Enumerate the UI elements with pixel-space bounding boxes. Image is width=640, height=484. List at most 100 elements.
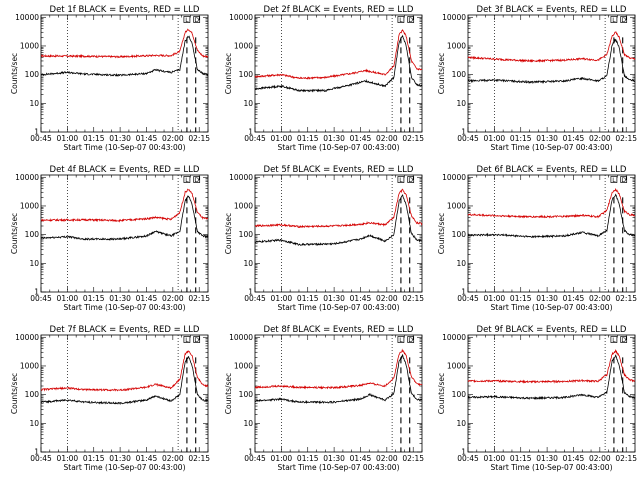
interval-marker-label: L [185, 177, 189, 184]
x-tick-label: 01:15 [510, 454, 532, 463]
x-tick-label: 01:30 [536, 134, 558, 143]
detector-plot: Det 8f BLACK = Events, RED = LLD 1 10 100 10… [224, 325, 424, 472]
detector-plot: Det 3f BLACK = Events, RED = LLD 1 10 100 10… [437, 5, 637, 152]
x-tick-label: 01:30 [536, 454, 558, 463]
plot-title: Det 9f BLACK = Events, RED = LLD [477, 325, 627, 335]
y-tick-label: 1 [34, 288, 39, 297]
detector-plot: Det 2f BLACK = Events, RED = LLD 1 10 100 10… [224, 5, 424, 152]
interval-marker [620, 176, 628, 183]
series-line-events [467, 38, 636, 85]
interval-marker [620, 336, 628, 343]
interval-marker-label: L [399, 17, 403, 24]
interval-marker-label: D [408, 17, 413, 24]
x-tick-label: 01:45 [563, 134, 585, 143]
plot-title: Det 5f BLACK = Events, RED = LLD [264, 165, 414, 175]
x-tick-label: 01:00 [271, 134, 293, 143]
x-tick-label: 01:15 [297, 454, 319, 463]
plot-title: Det 6f BLACK = Events, RED = LLD [477, 165, 627, 175]
x-tick-label: 01:15 [83, 294, 105, 303]
series-line-lld [254, 348, 423, 390]
y-axis-label: Counts/sec [10, 53, 19, 94]
interval-marker [407, 16, 415, 23]
interval-marker [407, 176, 415, 183]
x-tick-label: 02:00 [376, 454, 398, 463]
x-tick-label: 00:45 [457, 134, 479, 143]
x-tick-label: 02:15 [402, 134, 424, 143]
interval-marker-label: L [612, 177, 616, 184]
plot-title: Det 2f BLACK = Events, RED = LLD [264, 5, 414, 15]
x-tick-label: 01:00 [271, 454, 293, 463]
x-axis-label: Start Time (10-Sep-07 00:43:00) [64, 143, 186, 152]
x-tick-label: 01:30 [109, 294, 131, 303]
series-line-lld [467, 349, 636, 384]
series-line-lld [467, 31, 636, 63]
plot-frame [40, 334, 209, 453]
x-tick-label: 02:00 [162, 134, 184, 143]
series-line-events [467, 354, 636, 401]
y-tick-label: 10 [456, 259, 466, 268]
y-tick-label: 1 [461, 288, 466, 297]
series-line-events [254, 193, 423, 247]
x-axis-label: Start Time (10-Sep-07 00:43:00) [278, 303, 400, 312]
detector-plot: Det 7f BLACK = Events, RED = LLD 1 10 100 10… [10, 325, 210, 472]
x-tick-label: 00:45 [244, 454, 266, 463]
x-tick-label: 01:00 [57, 454, 79, 463]
x-tick-label: 02:00 [162, 294, 184, 303]
series-line-lld [40, 350, 209, 392]
x-tick-label: 01:30 [323, 454, 345, 463]
series-line-events [467, 193, 636, 239]
interval-marker [183, 16, 191, 23]
y-tick-label: 1 [248, 128, 253, 137]
y-tick-label: 1000 [234, 361, 253, 370]
plot-title: Det 3f BLACK = Events, RED = LLD [477, 5, 627, 15]
y-tick-label: 10000 [229, 13, 253, 22]
x-tick-label: 01:15 [83, 454, 105, 463]
x-tick-label: 02:15 [188, 134, 210, 143]
plot-frame [467, 174, 636, 293]
interval-marker [397, 16, 405, 23]
x-tick-label: 01:45 [350, 134, 372, 143]
x-tick-label: 02:00 [376, 134, 398, 143]
y-tick-label: 100 [25, 70, 40, 79]
x-tick-label: 01:45 [136, 134, 158, 143]
series-line-lld [254, 28, 423, 80]
x-tick-label: 00:45 [30, 134, 52, 143]
series-line-events [40, 195, 209, 241]
x-tick-label: 01:30 [109, 454, 131, 463]
interval-marker-label: L [612, 337, 616, 344]
x-tick-label: 01:15 [83, 134, 105, 143]
x-tick-label: 01:00 [271, 294, 293, 303]
x-tick-label: 02:00 [162, 454, 184, 463]
y-tick-label: 10000 [15, 173, 39, 182]
y-tick-label: 1000 [447, 41, 466, 50]
interval-marker [193, 336, 201, 343]
y-tick-label: 10 [243, 99, 253, 108]
x-tick-label: 00:45 [30, 294, 52, 303]
y-tick-label: 1 [461, 128, 466, 137]
y-tick-label: 100 [239, 230, 254, 239]
interval-marker-label: D [194, 177, 199, 184]
detector-plot: Det 1f BLACK = Events, RED = LLD 1 10 100 10… [10, 5, 210, 152]
y-tick-label: 100 [239, 390, 254, 399]
x-tick-label: 01:30 [323, 294, 345, 303]
x-tick-label: 02:15 [402, 454, 424, 463]
plot-frame [40, 14, 209, 133]
detector-plot: Det 9f BLACK = Events, RED = LLD 1 10 100 10… [437, 325, 637, 472]
interval-marker-label: D [194, 17, 199, 24]
series-line-events [40, 356, 209, 406]
y-tick-label: 1000 [447, 201, 466, 210]
y-tick-label: 10000 [229, 333, 253, 342]
x-tick-label: 01:15 [510, 294, 532, 303]
plot-frame [254, 14, 423, 133]
plot-frame [467, 14, 636, 133]
interval-marker-label: L [399, 177, 403, 184]
interval-marker-label: D [408, 337, 413, 344]
x-tick-label: 01:30 [323, 134, 345, 143]
detector-plot: Det 4f BLACK = Events, RED = LLD 1 10 100 10… [10, 165, 210, 312]
interval-marker-label: L [612, 17, 616, 24]
x-tick-label: 02:15 [615, 294, 637, 303]
x-axis-label: Start Time (10-Sep-07 00:43:00) [491, 463, 613, 472]
interval-marker-label: D [621, 337, 626, 344]
x-axis-label: Start Time (10-Sep-07 00:43:00) [278, 463, 400, 472]
series-line-events [254, 34, 423, 93]
